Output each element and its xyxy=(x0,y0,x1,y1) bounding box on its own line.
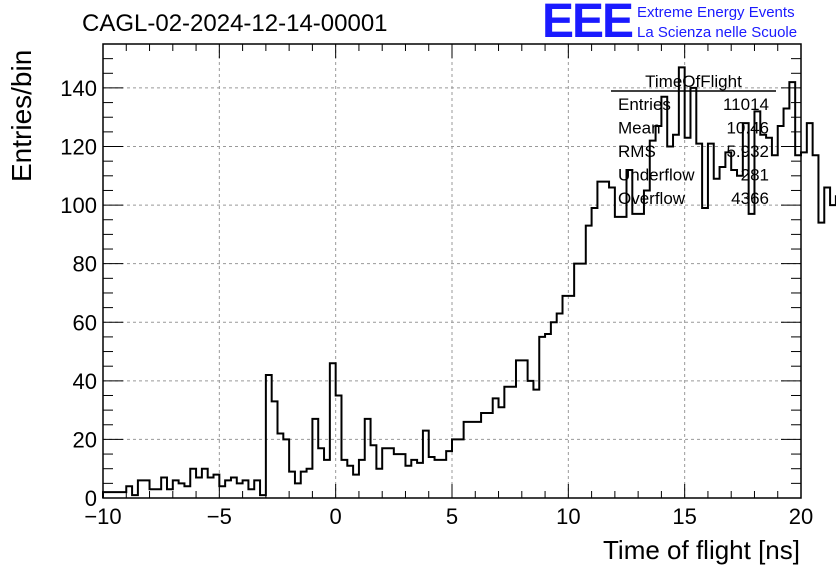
histogram-series xyxy=(102,66,836,498)
x-tick-label: −10 xyxy=(84,504,121,529)
eee-logo-caption: Extreme Energy Events La Scienza nelle S… xyxy=(637,3,797,43)
x-tick-label: 15 xyxy=(672,504,696,529)
chart-title: CAGL-02-2024-12-14-00001 xyxy=(82,10,388,37)
stats-value: 11014 xyxy=(723,95,769,114)
x-tick-label: 10 xyxy=(556,504,580,529)
stats-value: 281 xyxy=(741,166,769,185)
y-tick-label: 120 xyxy=(60,135,97,160)
stats-value: 10.46 xyxy=(726,119,769,138)
stats-label: RMS xyxy=(618,142,656,161)
stats-label: Overflow xyxy=(618,189,686,208)
y-tick-label: 0 xyxy=(85,486,97,511)
logo-line-2: La Scienza nelle Scuole xyxy=(637,24,798,41)
logo-line-1: Extreme Energy Events xyxy=(637,4,795,21)
y-tick-label: 80 xyxy=(73,252,97,277)
x-tick-label: 0 xyxy=(330,504,342,529)
y-tick-label: 60 xyxy=(73,310,97,335)
stats-box-title: TimeOfFlight xyxy=(645,72,742,91)
stats-value: 5.932 xyxy=(726,142,769,161)
eee-logo: EEE xyxy=(542,0,634,48)
y-tick-label: 140 xyxy=(60,76,97,101)
y-tick-label: 100 xyxy=(60,193,97,218)
stats-label: Mean xyxy=(618,119,661,138)
x-tick-label: 5 xyxy=(446,504,458,529)
x-axis-label: Time of flight [ns] xyxy=(603,535,800,565)
x-tick-label: −5 xyxy=(207,504,232,529)
stats-label: Underflow xyxy=(618,166,695,185)
stats-value: 4366 xyxy=(731,189,769,208)
x-tick-label: 20 xyxy=(789,504,813,529)
y-tick-label: 40 xyxy=(73,369,97,394)
y-tick-label: 20 xyxy=(73,427,97,452)
stats-label: Entries xyxy=(618,95,671,114)
